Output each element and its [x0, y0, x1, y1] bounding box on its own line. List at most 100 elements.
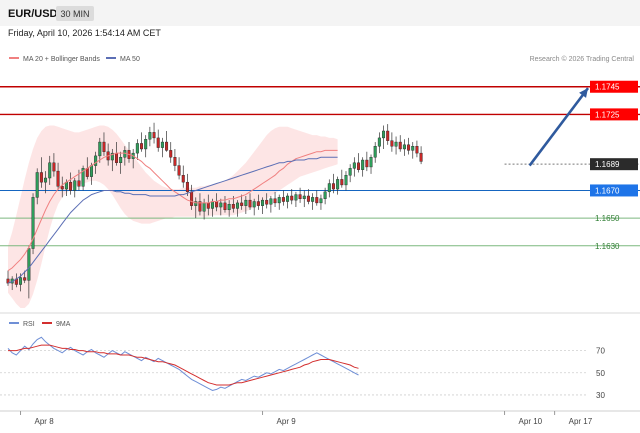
candle-body-53 [227, 204, 231, 211]
forecast-arrow-shaft [528, 87, 590, 167]
legend-swatch-rsi [9, 322, 19, 324]
candle-body-74 [315, 197, 319, 204]
candle-body-57 [244, 199, 248, 206]
candle-body-88 [373, 146, 377, 158]
candle-body-3 [19, 277, 23, 285]
candle-body-17 [77, 180, 81, 187]
rsi-tick-70: 70 [596, 347, 605, 356]
candle-body-82 [348, 168, 352, 176]
interval-badge[interactable] [56, 6, 94, 21]
candle-body-38 [165, 141, 169, 151]
candle-body-63 [269, 198, 273, 205]
x-label-1: Apr 9 [277, 417, 297, 426]
legend-swatch-ma20 [9, 57, 19, 59]
candle-body-65 [277, 197, 281, 204]
candle-body-91 [386, 130, 390, 141]
candle-body-6 [31, 197, 35, 249]
bollinger-band [8, 125, 338, 308]
candle-body-64 [273, 198, 277, 204]
candle-body-69 [294, 194, 298, 201]
legend-swatch-ma50 [106, 57, 116, 59]
level-tag-1.1689 [590, 158, 638, 171]
level-label-1.1650: 1.1650 [595, 214, 620, 223]
candle-body-50 [215, 201, 219, 208]
x-label-0: Apr 8 [35, 417, 55, 426]
candle-body-33 [144, 139, 148, 150]
rsi-ma-line [8, 344, 359, 386]
x-label-3: Apr 17 [569, 417, 593, 426]
candle-body-86 [365, 159, 369, 168]
level-label-1.1630: 1.1630 [595, 242, 620, 251]
level-tag-1.1670 [590, 184, 638, 197]
candle-body-48 [206, 202, 210, 209]
candle-body-5 [27, 248, 31, 281]
legend-rsi: RSI [23, 321, 35, 328]
candle-body-21 [94, 155, 98, 166]
level-label-1.1725: 1.1725 [595, 110, 620, 119]
candle-body-34 [148, 132, 152, 140]
candle-body-87 [369, 157, 373, 168]
candle-body-71 [302, 195, 306, 199]
candle-body-32 [140, 143, 144, 150]
candle-body-20 [89, 165, 93, 177]
candle-body-81 [344, 175, 348, 186]
candle-body-39 [169, 150, 173, 158]
interval-label: 30 MIN [60, 9, 89, 19]
candle-body-93 [394, 141, 398, 147]
candle-body-95 [402, 144, 406, 150]
candle-body-42 [181, 175, 185, 183]
candle-body-8 [39, 172, 43, 183]
candle-body-19 [85, 168, 89, 177]
legend-ma50: MA 50 [120, 56, 140, 63]
candle-body-76 [323, 191, 327, 199]
forecast-arrow-head [579, 88, 588, 98]
candle-body-54 [231, 204, 235, 209]
header-bar [0, 0, 640, 26]
candle-body-40 [173, 157, 177, 166]
candle-body-59 [252, 201, 256, 208]
candle-body-27 [119, 157, 123, 163]
candle-body-97 [411, 146, 415, 151]
candle-body-83 [352, 162, 356, 169]
symbol-title: EUR/USD [8, 8, 58, 20]
candle-body-85 [361, 159, 365, 170]
candle-body-26 [114, 152, 118, 163]
legend-rsi-ma: 9MA [56, 321, 71, 328]
candle-body-84 [357, 162, 360, 170]
candle-body-56 [240, 202, 244, 206]
candle-body-80 [340, 179, 344, 186]
candle-body-10 [48, 162, 52, 179]
level-label-1.1745: 1.1745 [595, 83, 620, 92]
rsi-tick-30: 30 [596, 391, 605, 400]
candle-body-13 [60, 186, 64, 190]
candle-body-25 [110, 152, 114, 161]
rsi-panel: 30 50 70 [0, 336, 605, 400]
candle-body-75 [319, 198, 323, 204]
candle-body-67 [286, 195, 290, 202]
candle-body-36 [156, 137, 160, 148]
candle-body-49 [210, 201, 214, 209]
candle-body-37 [160, 141, 164, 148]
legend-swatch-rsi-ma [42, 322, 52, 324]
candle-body-96 [407, 144, 411, 151]
candle-body-11 [52, 162, 56, 172]
candle-body-12 [56, 170, 60, 187]
candle-body-4 [23, 277, 27, 281]
watermark: Research © 2026 Trading Central [530, 55, 635, 63]
candle-body-22 [98, 141, 102, 157]
candle-body-77 [327, 183, 331, 193]
candle-body-44 [190, 191, 194, 206]
level-tag-1.1725 [590, 108, 638, 121]
candle-body-52 [223, 202, 227, 211]
candle-body-45 [194, 201, 198, 206]
candle-body-89 [377, 137, 381, 147]
candle-body-94 [398, 141, 402, 150]
candle-body-73 [311, 197, 315, 202]
rsi-tick-50: 50 [596, 369, 605, 378]
candle-body-15 [69, 181, 73, 191]
candle-body-47 [202, 202, 206, 212]
candle-body-99 [419, 152, 423, 162]
candle-body-43 [185, 181, 189, 193]
candle-body-35 [152, 132, 156, 139]
level-label-1.1689: 1.1689 [595, 160, 620, 169]
